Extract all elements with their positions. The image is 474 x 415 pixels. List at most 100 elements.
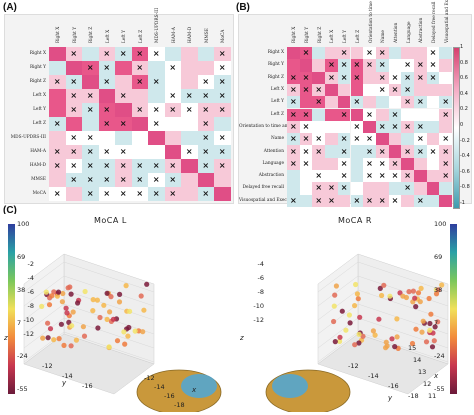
heatmap-cross-marker: × [442, 158, 450, 168]
heatmap-cell [426, 96, 440, 109]
scatter-gridline [23, 303, 65, 335]
heatmap-cell [65, 187, 82, 201]
heatmap-cross-marker: × [404, 146, 411, 156]
scatter-point [356, 340, 362, 346]
heatmap-row-label: Right Y [267, 62, 284, 68]
heatmap-cell [82, 103, 99, 117]
scatter-point [360, 333, 366, 339]
x-axis-label: x [192, 386, 197, 394]
heatmap-cell [115, 61, 132, 75]
heatmap-row-label: Left Z [32, 121, 46, 126]
heatmap-cell [401, 71, 414, 84]
scatter-point [427, 327, 433, 333]
heatmap-col-label: Right Z [317, 26, 323, 43]
heatmap-cell [401, 96, 414, 109]
heatmap-cross-marker: × [152, 189, 160, 198]
heatmap-cross-marker: × [70, 105, 78, 114]
heatmap-cell [49, 47, 66, 61]
heatmap-cell [375, 71, 389, 84]
heatmap-cell [426, 194, 440, 207]
heatmap-cell [197, 159, 214, 173]
heatmap-cross-marker: × [416, 121, 424, 131]
heatmap-cell [312, 194, 326, 207]
heatmap-cross-marker: × [366, 109, 373, 119]
heatmap-row-label: Left Y [271, 99, 284, 105]
heatmap-cell [401, 157, 414, 170]
heatmap-cross-marker: × [70, 161, 78, 170]
heatmap-cross-marker: × [315, 183, 323, 193]
scatter-point [376, 316, 382, 322]
colorbar-tick-label: 0.4 [460, 90, 468, 97]
heatmap-cell [312, 59, 326, 72]
heatmap-cell [375, 83, 389, 97]
heatmap-cell [148, 61, 165, 75]
colorbar-tick-label: 0.6 [460, 75, 468, 82]
heatmap-cross-marker: × [70, 175, 78, 184]
heatmap-cell [299, 47, 313, 60]
heatmap-cross-marker: × [429, 72, 437, 82]
heatmap-cross-marker: × [404, 85, 411, 95]
heatmap-cell [439, 157, 453, 170]
scatter-point [409, 340, 416, 347]
scatter-point [427, 320, 433, 327]
heatmap-cell [350, 59, 364, 72]
heatmap-cross-marker: × [185, 105, 193, 114]
heatmap-cross-marker: × [202, 133, 210, 142]
heatmap-col-label: Left Y [343, 30, 349, 43]
scatter-point [107, 309, 113, 315]
heatmap-cell [337, 133, 351, 146]
heatmap-cross-marker: × [136, 189, 144, 198]
heatmap-cross-marker: × [442, 134, 450, 144]
heatmap-cell [287, 59, 300, 72]
heatmap-row-label: HAM-D [29, 163, 46, 168]
heatmap-cross-marker: × [86, 189, 94, 198]
heatmap-cross-marker: × [328, 195, 335, 205]
scatter-point [64, 310, 70, 316]
heatmap-cross-marker: × [103, 63, 111, 72]
scatter-point [144, 281, 150, 287]
scatter-point [114, 338, 121, 344]
heatmap-cross-marker: × [119, 119, 127, 128]
z-tick-label: -12 [253, 316, 264, 324]
brain-region-overlay [181, 374, 217, 398]
scatter-point [73, 337, 79, 343]
heatmap-cross-marker: × [289, 134, 297, 144]
heatmap-cross-marker: × [302, 146, 310, 156]
heatmap-cell [65, 173, 82, 187]
heatmap-cross-marker: × [378, 121, 386, 131]
heatmap-cell [388, 96, 402, 109]
heatmap-cross-marker: × [202, 105, 210, 114]
heatmap-cell [401, 83, 414, 97]
heatmap-cross-marker: × [391, 158, 399, 168]
heatmap-cross-marker: × [429, 48, 437, 58]
scatter-point [68, 291, 74, 297]
heatmap-cross-marker: × [302, 72, 310, 82]
heatmap-cross-marker: × [218, 77, 226, 86]
heatmap-cell [350, 133, 364, 146]
heatmap-cross-marker: × [70, 147, 78, 156]
heatmap-cell [115, 159, 132, 173]
heatmap-cell [115, 173, 132, 187]
scatter-point [97, 314, 103, 321]
heatmap-cross-marker: × [416, 195, 424, 205]
heatmap-cross-marker: × [103, 161, 111, 170]
z-axis-label: z [240, 334, 244, 342]
scatter-gridline [23, 317, 65, 349]
heatmap-cell [131, 173, 148, 187]
scatter-title: MoCA L [94, 216, 127, 225]
heatmap-row-label: Left Y [33, 107, 46, 112]
scatter-gridline [357, 331, 449, 363]
heatmap-cell [325, 170, 338, 183]
heatmap-cell [148, 117, 165, 131]
heatmap-cell [414, 182, 427, 195]
heatmap-col-label: Abstraction [419, 17, 425, 43]
heatmap-cross-marker: × [429, 146, 437, 156]
scatter-point [332, 339, 338, 345]
scatter-point [377, 285, 383, 291]
heatmap-cross-marker: × [152, 105, 160, 114]
heatmap-cell [414, 170, 427, 183]
scatter-point [343, 327, 349, 333]
heatmap-cell [337, 83, 351, 97]
scatter-point [433, 291, 440, 297]
heatmap-cross-marker: × [202, 189, 210, 198]
